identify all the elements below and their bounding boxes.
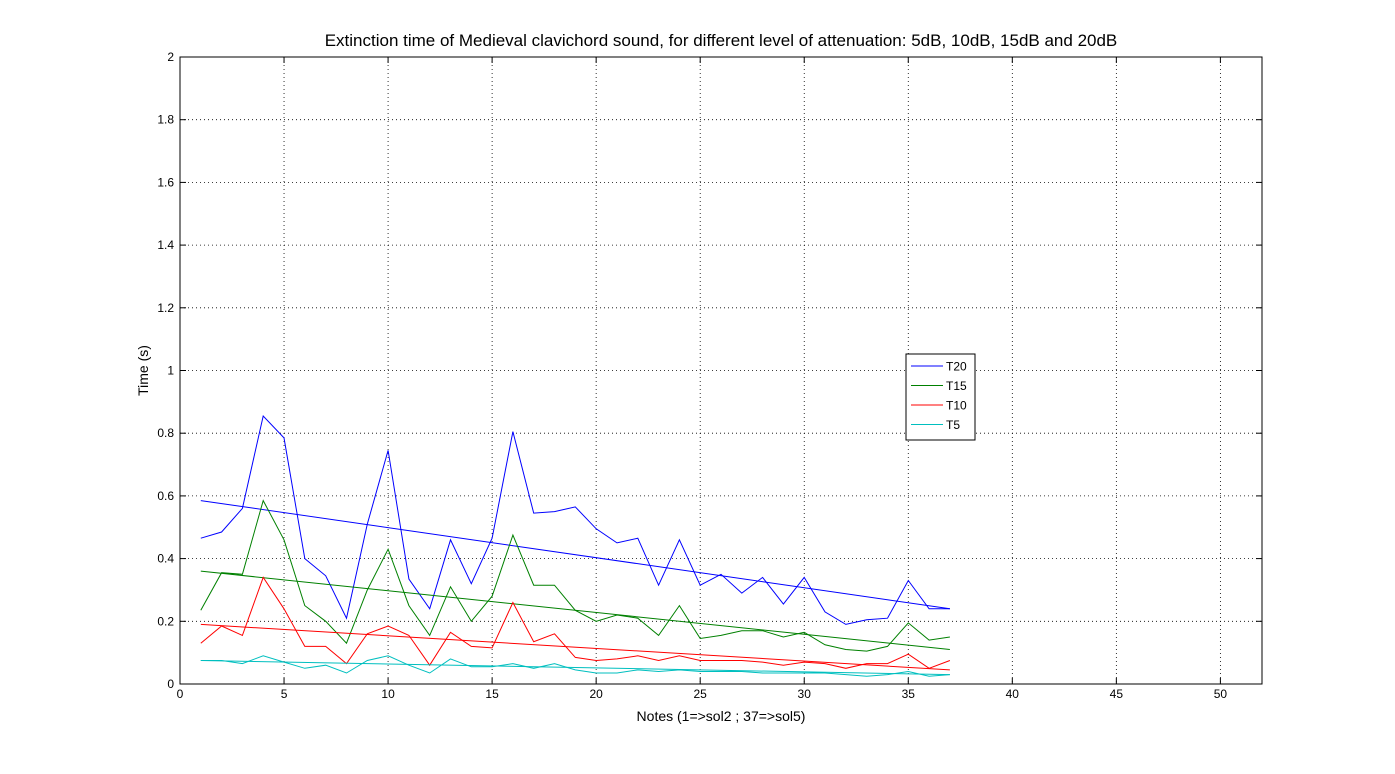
trend-line-t5 [200,659,950,676]
trend-line-t15 [200,570,950,651]
grid [180,57,1262,684]
series-line-t10 [200,576,951,669]
y-tick-label: 1 [167,364,174,378]
ticks: 0 5 10 15 20 25 30 35 40 45 50 0 0.2 0.4 0.6 0.8 1 1.2 1.4… [157,50,1262,701]
y-tick-label: 1.2 [157,301,174,315]
legend-box [905,353,976,441]
y-tick-label: 0.2 [157,614,174,628]
y-tick-label: 0 [167,677,174,691]
series-line-t20 [200,414,950,625]
x-tick-label: 0 [177,687,184,701]
y-tick-label: 1.4 [157,238,174,252]
x-axis-label: Notes (1=>sol2 ; 37=>sol5) [637,708,806,724]
y-tick-label: 2 [167,50,174,64]
y-tick-label: 0.6 [157,489,174,503]
y-tick-label: 1.8 [157,113,174,127]
y-tick-label: 1.6 [157,175,174,189]
series-line-t5 [200,655,950,677]
x-tick-label: 40 [1006,687,1020,701]
x-tick-label: 5 [281,687,288,701]
y-axis-label: Time (s) [135,345,151,396]
x-tick-label: 45 [1110,687,1124,701]
y-tick-label: 0.8 [157,426,174,440]
y-tick-label: 0.4 [157,552,174,566]
legend-label-t10: T10 [946,399,967,413]
legend-label-t20: T20 [946,360,967,374]
x-tick-label: 30 [798,687,812,701]
x-tick-label: 35 [902,687,916,701]
x-tick-label: 15 [485,687,499,701]
trend-line-t20 [200,500,950,610]
x-tick-label: 20 [589,687,603,701]
legend-label-t5: T5 [946,418,960,432]
legend-label-t15: T15 [946,379,967,393]
legend: T20 T15 T10 T5 [905,353,976,441]
series-lines [200,414,951,677]
x-tick-label: 50 [1214,687,1228,701]
x-tick-label: 25 [694,687,708,701]
chart-title: Extinction time of Medieval clavichord s… [325,31,1118,50]
x-tick-label: 10 [381,687,395,701]
trend-line-t10 [200,623,950,671]
